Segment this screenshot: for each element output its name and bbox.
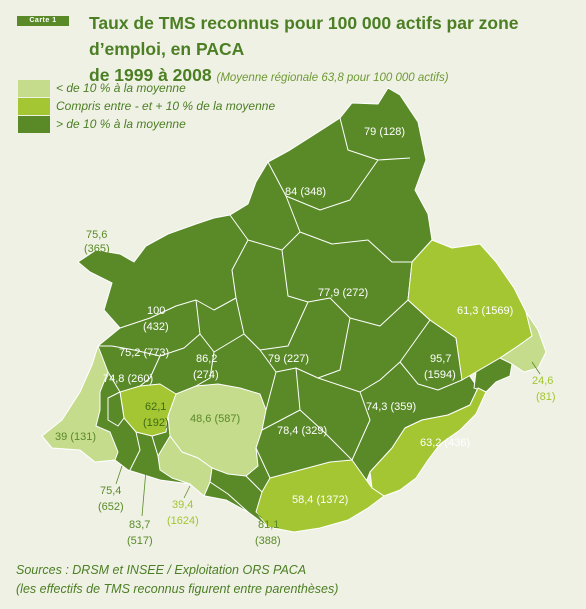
legend-label-high: > de 10 % à la moyenne	[56, 117, 186, 131]
title-line-1: Taux de TMS reconnus pour 100 000 actifs…	[89, 13, 519, 59]
legend-label-low: < de 10 % à la moyenne	[56, 81, 186, 95]
leader-line	[97, 257, 105, 273]
zone-label: 74,8 (260)	[103, 373, 153, 385]
zone-label: 61,3 (1569)	[457, 305, 513, 317]
zone-shape	[157, 435, 213, 497]
zone-label: 79 (128)	[364, 126, 405, 138]
zone-shape	[119, 383, 177, 437]
legend-swatch-low	[18, 80, 50, 97]
zone-label: 77,9 (272)	[318, 287, 368, 299]
zone-label: 39 (131)	[55, 431, 96, 443]
zone-label: 86,2 (274)	[193, 353, 219, 381]
zone-label: 100 (432)	[143, 305, 169, 333]
zone-label: 75,4 (652)	[98, 485, 124, 513]
zone-label: 78,4 (329)	[277, 425, 327, 437]
map-number-badge: Carte 1	[17, 16, 69, 26]
legend-swatch-high	[18, 116, 50, 133]
zone-label: 75,6 (365)	[84, 229, 110, 255]
zone-shape	[41, 345, 119, 463]
zone-label: 83,7 (517)	[127, 519, 153, 547]
leader-lines	[97, 257, 541, 519]
zone-label: 84 (348)	[285, 186, 326, 198]
zone-labels: 79 (128) 84 (348) 75,6 (365) 100 (432) 77,…	[55, 126, 556, 547]
zone-label: 74,3 (359)	[366, 401, 416, 413]
zone-shapes	[41, 87, 547, 533]
zone-shape	[107, 391, 125, 427]
leader-line	[531, 361, 541, 375]
leader-line	[115, 465, 123, 485]
map-title: Taux de TMS reconnus pour 100 000 actifs…	[89, 10, 579, 91]
sources-text: Sources : DRSM et INSEE / Exploitation O…	[16, 563, 307, 577]
sources-note: Sources : DRSM et INSEE / Exploitation O…	[16, 561, 338, 599]
zone-border	[98, 117, 463, 513]
map-subtitle: (Moyenne régionale 63,8 pour 100 000 act…	[216, 72, 449, 84]
legend-swatch-mid	[18, 98, 50, 115]
zone-label: 48,6 (587)	[190, 413, 240, 425]
zone-label: 24,6 (81)	[532, 375, 556, 403]
title-line-2: de 1999 à 2008	[89, 65, 212, 85]
zone-label: 95,7 (1594)	[424, 353, 456, 381]
leader-line	[183, 485, 191, 499]
zone-label: 58,4 (1372)	[292, 494, 348, 506]
zone-label: 81,1 (388)	[255, 519, 281, 547]
leader-line	[249, 507, 263, 519]
leader-line	[141, 469, 147, 517]
zone-shape	[499, 311, 547, 373]
zone-label: 62,1 (192)	[143, 401, 169, 429]
legend-label-mid: Compris entre - et + 10 % de la moyenne	[56, 99, 276, 113]
zone-shape	[369, 387, 487, 497]
zone-shape	[473, 357, 513, 393]
zone-label: 75,2 (773)	[119, 347, 169, 359]
parentheses-note: (les effectifs de TMS reconnus figurent …	[16, 582, 339, 596]
zone-label: 79 (227)	[268, 353, 309, 365]
zone-label: 63,2 (436)	[420, 437, 470, 449]
zone-label: 39,4 (1624)	[167, 499, 199, 527]
